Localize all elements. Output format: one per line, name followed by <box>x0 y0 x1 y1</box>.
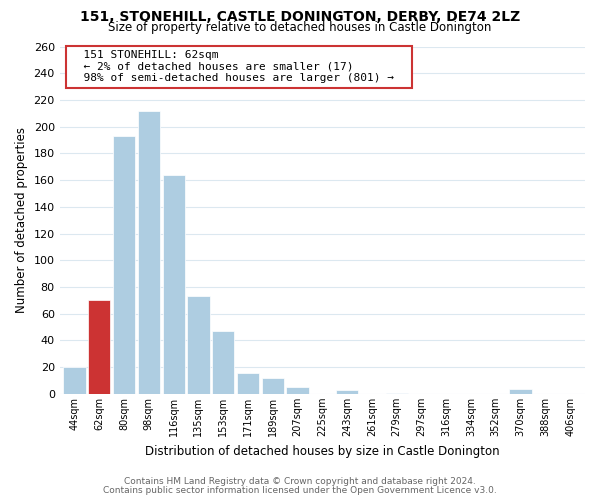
Bar <box>88 300 110 394</box>
Bar <box>187 296 209 394</box>
Bar <box>509 388 532 394</box>
Bar <box>336 390 358 394</box>
Bar <box>163 175 185 394</box>
X-axis label: Distribution of detached houses by size in Castle Donington: Distribution of detached houses by size … <box>145 444 500 458</box>
Y-axis label: Number of detached properties: Number of detached properties <box>15 127 28 313</box>
Bar <box>64 367 86 394</box>
Bar <box>212 331 235 394</box>
Text: Contains HM Land Registry data © Crown copyright and database right 2024.: Contains HM Land Registry data © Crown c… <box>124 477 476 486</box>
Text: Size of property relative to detached houses in Castle Donington: Size of property relative to detached ho… <box>109 21 491 34</box>
Text: Contains public sector information licensed under the Open Government Licence v3: Contains public sector information licen… <box>103 486 497 495</box>
Bar <box>237 372 259 394</box>
Text: 151, STONEHILL, CASTLE DONINGTON, DERBY, DE74 2LZ: 151, STONEHILL, CASTLE DONINGTON, DERBY,… <box>80 10 520 24</box>
Bar <box>262 378 284 394</box>
Bar <box>113 136 135 394</box>
Bar <box>138 110 160 394</box>
Bar <box>386 392 408 394</box>
Text: 151 STONEHILL: 62sqm
  ← 2% of detached houses are smaller (17)
  98% of semi-de: 151 STONEHILL: 62sqm ← 2% of detached ho… <box>70 50 407 83</box>
Bar <box>286 387 309 394</box>
